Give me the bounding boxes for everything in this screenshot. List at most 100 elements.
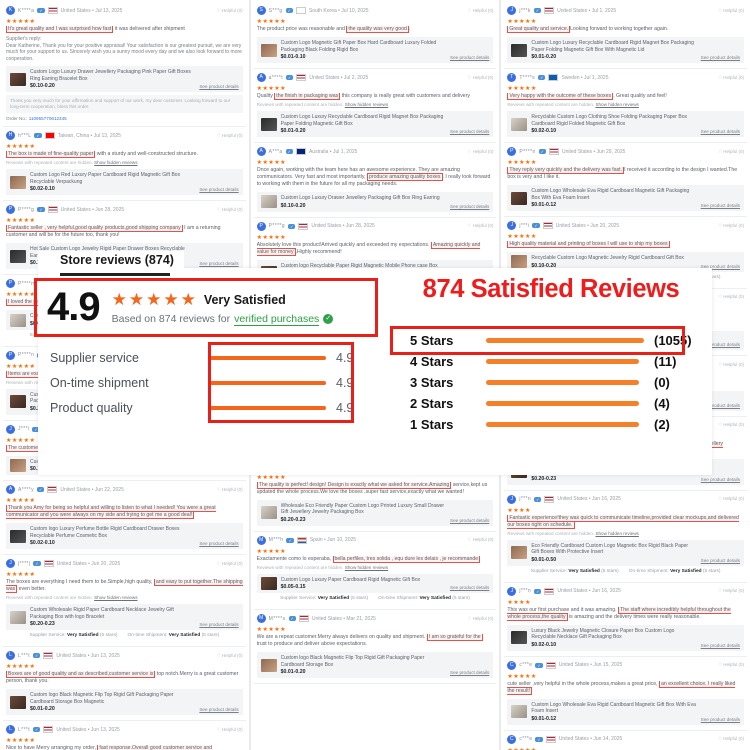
helpful-button[interactable]: ♡ Helpful (0) <box>467 7 494 13</box>
country-flag-icon <box>544 495 555 503</box>
see-product-details-link[interactable]: See product details <box>700 129 740 134</box>
review-header: M M***h ✓ Spain • Jun 10, 2025 ♡ Helpful (0) <box>256 535 494 545</box>
star-distribution-row[interactable]: 5 Stars (1055) <box>410 330 712 351</box>
see-product-details-link[interactable]: See product details <box>199 622 239 628</box>
helpful-button[interactable]: ♡ Helpful (0) <box>467 537 494 542</box>
show-hidden-reviews-link[interactable]: Show hidden reviews <box>595 530 639 536</box>
review-stars-icon: ★★★★★ <box>256 234 287 241</box>
see-product-details-link[interactable]: See product details <box>450 129 490 134</box>
show-hidden-reviews-link[interactable]: Show hidden reviews <box>344 564 389 570</box>
star-distribution-row[interactable]: 4 Stars (11) <box>410 351 712 372</box>
product-card[interactable]: Custom Logo Red Luxury Paper Cardboard R… <box>6 169 243 196</box>
helpful-button[interactable]: ♡ Helpful (0) <box>216 486 243 492</box>
product-card[interactable]: Recyclable Custom Logo Clothing Shoe Fol… <box>507 111 744 137</box>
review-meta: South Korea • Jul 10, 2025 <box>308 7 369 14</box>
review-text-plain: with a sturdy and well-constructed struc… <box>95 151 198 158</box>
helpful-button[interactable]: ♡ Helpful (0) <box>717 361 744 367</box>
helpful-button[interactable]: ♡ Helpful (0) <box>216 206 243 212</box>
helpful-button[interactable]: ♡ Helpful (0) <box>717 736 744 741</box>
see-product-details-link[interactable]: See product details <box>700 263 740 269</box>
helpful-button[interactable]: ♡ Helpful (0) <box>717 496 744 501</box>
see-product-details-link[interactable]: See product details <box>700 203 740 208</box>
helpful-button[interactable]: ♡ Helpful (0) <box>717 294 744 299</box>
product-card[interactable]: Recyclable Custom Logo Magnetic Jewelry … <box>507 252 744 272</box>
review-stars-icon: ★★★★★ <box>6 738 36 745</box>
helpful-button[interactable]: ♡ Helpful (0) <box>717 588 744 593</box>
helpful-button[interactable]: ♡ Helpful (0) <box>717 74 744 80</box>
helpful-button[interactable]: ♡ Helpful (0) <box>717 222 744 228</box>
helpful-button[interactable]: ♡ Helpful (0) <box>717 422 744 427</box>
show-hidden-reviews-link[interactable]: Show hidden reviews <box>344 102 389 107</box>
product-card[interactable]: Custom logo Luxury Perfume Bottle Rigid … <box>6 523 243 550</box>
helpful-button[interactable]: ♡ Helpful (0) <box>467 615 494 621</box>
product-name: Custom Wholesale Rigid Paper Cardboard N… <box>30 607 174 620</box>
see-product-details-link[interactable]: See product details <box>199 187 239 193</box>
verified-purchases-link[interactable]: verified purchases <box>234 312 320 326</box>
see-product-details-link[interactable]: See product details <box>700 642 740 648</box>
review-text-highlight: Fantastic experience!they was quick to c… <box>507 514 739 529</box>
see-product-details-link[interactable]: See product details <box>700 402 740 408</box>
review-text-plain: is amazing and the delivery times were r… <box>567 613 701 620</box>
product-card[interactable]: Wholesale Eco Friendly Paper Custom Logo… <box>256 499 494 526</box>
see-product-details-link[interactable]: See product details <box>199 707 239 713</box>
avatar: K <box>6 6 15 15</box>
review-text-plain: I am a returning customer and will be fo… <box>6 225 221 239</box>
helpful-button[interactable]: ♡ Helpful (0) <box>717 7 744 13</box>
star-distribution-row[interactable]: 1 Stars (2) <box>410 414 712 435</box>
helpful-button[interactable]: ♡ Helpful (0) <box>216 560 243 566</box>
see-product-details-link[interactable]: See product details <box>199 261 239 267</box>
helpful-button[interactable]: ♡ Helpful (0) <box>216 132 243 138</box>
show-hidden-reviews-link[interactable]: Show hidden reviews <box>94 160 138 166</box>
see-product-details-link[interactable]: See product details <box>700 342 740 347</box>
review-meta: United States • Jun 13, 2025 <box>56 726 120 733</box>
helpful-button[interactable]: ♡ Helpful (0) <box>467 74 494 80</box>
see-product-details-link[interactable]: See product details <box>450 203 490 209</box>
star-distribution-row[interactable]: 2 Stars (4) <box>410 393 712 414</box>
see-product-details-link[interactable]: See product details <box>450 585 490 590</box>
country-flag-icon <box>47 7 58 14</box>
product-card[interactable]: Custom Logo Magnetic Gift Paper Box Hard… <box>256 37 494 63</box>
helpful-button[interactable]: ♡ Helpful (0) <box>467 148 494 154</box>
review-text: The quality is perfect! design! Design i… <box>256 481 494 496</box>
helpful-button[interactable]: ♡ Helpful (0) <box>467 223 494 228</box>
order-number-value[interactable]: 110955770612345 <box>28 116 67 122</box>
product-card[interactable]: Custom Logo Luxury Drawer Jewellery Pack… <box>6 66 243 93</box>
see-product-details-link[interactable]: See product details <box>700 716 740 722</box>
helpful-button[interactable]: ♡ Helpful (0) <box>216 652 243 658</box>
see-product-details-link[interactable]: See product details <box>450 55 490 60</box>
product-card[interactable]: Custom Logo Wholesale Eva Rigid Cardboar… <box>507 185 744 211</box>
review-card: A A****y ✓ United States • Jun 22, 2025 ♡ He… <box>3 481 246 556</box>
review-text-highlight: the quality was very good <box>346 26 409 33</box>
see-product-details-link[interactable]: See product details <box>700 476 740 482</box>
check-badge-icon: ✓ <box>323 314 334 324</box>
see-product-details-link[interactable]: See product details <box>450 517 490 523</box>
review-card: P P****n ✓ United States • Jun 29, 2025 ♡ He… <box>504 143 747 217</box>
see-product-details-link[interactable]: See product details <box>450 670 490 675</box>
product-card[interactable]: Custom Wholesale Rigid Paper Cardboard N… <box>6 604 243 631</box>
star-distribution-row[interactable]: 3 Stars (0) <box>410 372 712 393</box>
product-card[interactable]: Custom Logo Luxury Drawer Jewellery Pack… <box>256 192 494 212</box>
product-card[interactable]: Custom logo Black Magnetic Flip Top Rigi… <box>256 652 494 678</box>
product-card[interactable]: Luxury Black Jewelry Magnetic Closure Pa… <box>507 624 744 651</box>
see-product-details-link[interactable]: See product details <box>700 55 740 60</box>
helpful-button[interactable]: ♡ Helpful (0) <box>216 726 243 732</box>
see-product-details-link[interactable]: See product details <box>199 84 239 90</box>
helpful-button[interactable]: ♡ Helpful (0) <box>216 7 243 13</box>
product-card[interactable]: Custom Logo Luxury Paper Cardboard Rigid… <box>256 573 494 593</box>
product-card[interactable]: Custom Logo Wholesale Eva Rigid Cardboar… <box>507 698 744 725</box>
review-text-plain: . <box>408 26 411 32</box>
show-hidden-reviews-link[interactable]: Show hidden reviews <box>94 595 138 601</box>
helpful-button[interactable]: ♡ Helpful (0) <box>717 148 744 154</box>
helpful-button[interactable]: ♡ Helpful (0) <box>717 662 744 667</box>
see-product-details-link[interactable]: See product details <box>700 557 740 563</box>
star-bar-track <box>486 422 644 427</box>
country-flag-icon <box>295 7 306 14</box>
product-card[interactable]: Custom logo Black Magnetic Flip Top Rigi… <box>6 689 243 716</box>
see-product-details-link[interactable]: See product details <box>199 541 239 547</box>
product-card[interactable]: Custom Logo Luxury Recyclable Cardboard … <box>507 37 744 63</box>
product-card[interactable]: Custom Logo Luxury Recyclable Cardboard … <box>256 111 494 137</box>
product-card[interactable]: Eco Friendly Cardboard Custom Logo Magne… <box>507 539 744 566</box>
show-hidden-reviews-link[interactable]: Show hidden reviews <box>595 102 639 107</box>
